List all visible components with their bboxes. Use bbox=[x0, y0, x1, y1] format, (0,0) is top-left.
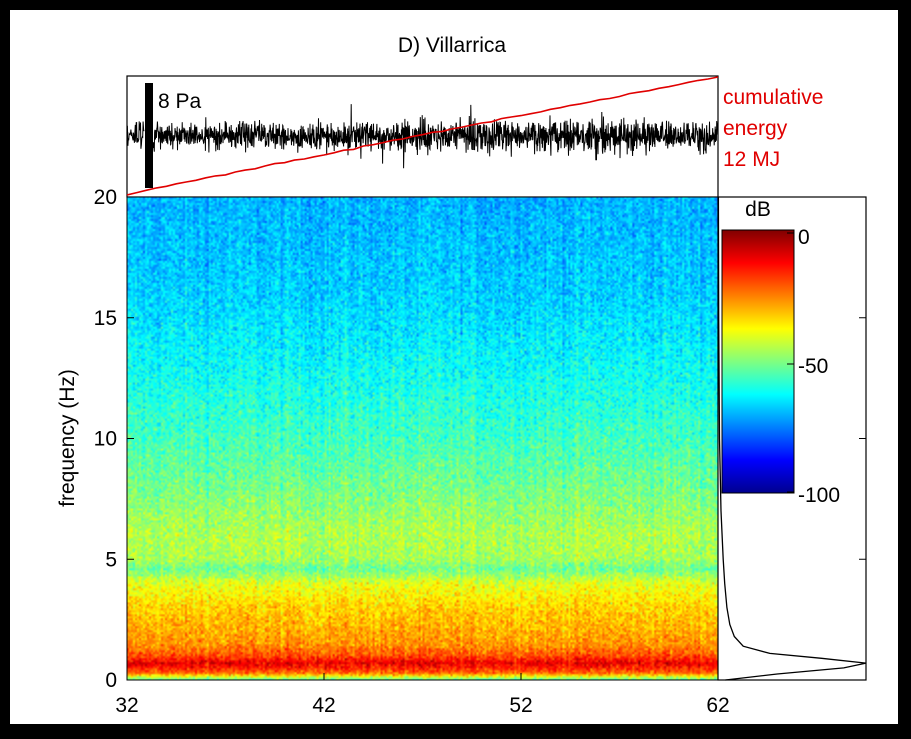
scale-bar bbox=[145, 83, 153, 188]
y-axis-label: frequency (Hz) bbox=[56, 369, 79, 507]
y-axis-tick-label: 5 bbox=[105, 548, 117, 571]
spectrum-panel-ticks bbox=[859, 196, 866, 681]
colorbar-tick-label: 0 bbox=[798, 226, 810, 249]
chart-title: D) Villarrica bbox=[398, 34, 506, 57]
energy-label-line-1: cumulative bbox=[723, 86, 823, 109]
spectrogram-raster bbox=[127, 197, 718, 680]
spectrogram-image bbox=[127, 197, 718, 680]
cumulative-energy-line bbox=[126, 76, 719, 196]
colorbar-tick-label: -100 bbox=[798, 484, 840, 507]
y-axis-tick-label: 20 bbox=[94, 186, 117, 209]
energy-label-line-2: energy bbox=[723, 117, 788, 140]
y-axis-tick-label: 15 bbox=[94, 307, 117, 330]
pressure-waveform bbox=[126, 104, 719, 169]
x-axis-tick-label: 62 bbox=[706, 694, 729, 717]
x-axis: 32 42 52 62 bbox=[115, 673, 867, 717]
colorbar-tick-label: -50 bbox=[798, 355, 828, 378]
y-axis: 0 5 10 15 20 bbox=[94, 186, 134, 692]
x-axis-tick-label: 52 bbox=[509, 694, 532, 717]
x-axis-tick-label: 42 bbox=[312, 694, 335, 717]
x-axis-tick-label: 32 bbox=[115, 694, 138, 717]
y-axis-tick-label: 0 bbox=[105, 669, 117, 692]
spectrum-profile-curve bbox=[717, 196, 867, 681]
colorbar-label: dB bbox=[745, 198, 771, 221]
energy-label-line-3: 12 MJ bbox=[723, 148, 780, 171]
y-axis-tick-label: 10 bbox=[94, 428, 117, 451]
waveform-panel: 8 Pa bbox=[126, 75, 719, 198]
colorbar bbox=[721, 229, 795, 494]
scale-bar-label: 8 Pa bbox=[158, 90, 202, 113]
